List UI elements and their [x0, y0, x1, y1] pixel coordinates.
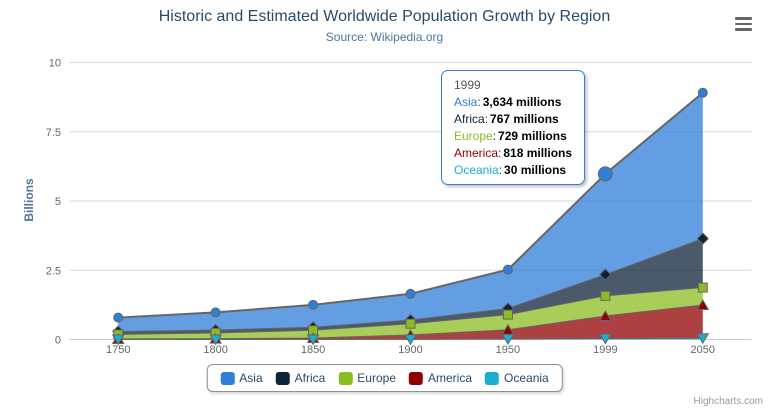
- legend-label: America: [428, 371, 473, 385]
- tooltip-rows: Asia: 3,634 millions Africa: 767 millions Eu…: [454, 94, 572, 179]
- legend-swatch: [275, 371, 290, 385]
- hovered-point[interactable]: [597, 166, 613, 182]
- legend-swatch: [338, 371, 353, 385]
- x-tick-label: 1750: [106, 344, 130, 356]
- tooltip-row-africa: Africa: 767 millions: [454, 112, 559, 126]
- credits-link[interactable]: Highcharts.com: [693, 396, 763, 407]
- marker-oceania-1800[interactable]: [209, 334, 223, 346]
- y-axis-title: Billions: [22, 178, 36, 222]
- area-asia[interactable]: [118, 92, 703, 332]
- marker-asia-1900[interactable]: [405, 288, 416, 299]
- marker-asia-1850[interactable]: [308, 299, 319, 310]
- chart-subtitle: Source: Wikipedia.org: [325, 30, 444, 44]
- x-tick-label: 1900: [398, 344, 422, 356]
- export-menu-button[interactable]: [735, 17, 753, 31]
- marker-oceania-1999[interactable]: [598, 333, 612, 345]
- legend-item-europe[interactable]: Europe: [338, 371, 396, 385]
- legend-item-asia[interactable]: Asia: [220, 371, 263, 385]
- legend-swatch: [220, 371, 235, 385]
- y-axis-labels: 0 2.5 5 7.5 10: [46, 58, 61, 347]
- y-tick-label: 7.5: [46, 127, 61, 139]
- tooltip-row-oceania: Oceania: 30 millions: [454, 163, 567, 177]
- x-axis-labels: 1750 1800 1850 1900 1950 1999 2050: [106, 344, 715, 356]
- marker-asia-1950[interactable]: [502, 264, 513, 275]
- legend-swatch: [409, 371, 424, 385]
- marker-oceania-1900[interactable]: [404, 334, 417, 346]
- x-tick-label: 1950: [496, 344, 520, 356]
- marker-oceania-1850[interactable]: [306, 334, 320, 346]
- x-tick-label: 1850: [301, 344, 325, 356]
- hamburger-icon: [735, 22, 752, 26]
- area-america[interactable]: [118, 304, 703, 340]
- tooltip-row-america: America: 818 millions: [454, 146, 573, 160]
- tooltip-row-asia: Asia: 3,634 millions: [454, 95, 562, 109]
- area-africa[interactable]: [118, 238, 703, 335]
- marker-america-2050[interactable]: [696, 298, 710, 310]
- marker-oceania-2050[interactable]: [696, 333, 710, 345]
- marker-asia-1800[interactable]: [210, 307, 221, 318]
- tooltip-row-europe: Europe: 729 millions: [454, 129, 567, 143]
- tooltip-header: 1999: [454, 78, 481, 92]
- legend-label: Europe: [357, 371, 397, 385]
- marker-africa-1999[interactable]: [599, 268, 612, 281]
- tooltip: 1999 Asia: 3,634 millions Africa: 767 milli…: [441, 70, 586, 185]
- y-tick-label: 0: [55, 335, 61, 347]
- marker-oceania-1950[interactable]: [501, 334, 515, 346]
- marker-america-1999[interactable]: [598, 310, 612, 322]
- y-tick-label: 2.5: [46, 265, 61, 277]
- legend-item-america[interactable]: America: [409, 371, 472, 385]
- legend-item-africa[interactable]: Africa: [275, 371, 326, 385]
- marker-europe-2050[interactable]: [697, 282, 708, 293]
- y-tick-label: 10: [49, 58, 61, 70]
- y-tick-label: 5: [55, 196, 61, 208]
- marker-oceania-1750[interactable]: [111, 334, 125, 346]
- legend: Asia Africa Europe America Oceania: [206, 364, 563, 392]
- x-tick-label: 1999: [593, 344, 617, 356]
- hamburger-icon: [735, 17, 752, 20]
- legend-label: Asia: [239, 371, 263, 385]
- marker-asia-2050[interactable]: [697, 87, 708, 98]
- legend-item-oceania[interactable]: Oceania: [485, 371, 549, 385]
- x-tick-label: 1800: [203, 344, 227, 356]
- legend-label: Oceania: [504, 371, 549, 385]
- marker-africa-2050[interactable]: [696, 232, 709, 245]
- hamburger-icon: [735, 28, 752, 31]
- legend-label: Africa: [294, 371, 326, 385]
- x-tick-label: 2050: [691, 344, 715, 356]
- marker-asia-1750[interactable]: [113, 312, 124, 323]
- legend-swatch: [485, 371, 500, 385]
- chart-title: Historic and Estimated Worldwide Populat…: [158, 8, 611, 25]
- series-oceania[interactable]: [111, 333, 710, 346]
- marker-europe-1950[interactable]: [502, 309, 513, 320]
- marker-europe-1999[interactable]: [600, 290, 611, 301]
- marker-europe-1900[interactable]: [405, 318, 416, 329]
